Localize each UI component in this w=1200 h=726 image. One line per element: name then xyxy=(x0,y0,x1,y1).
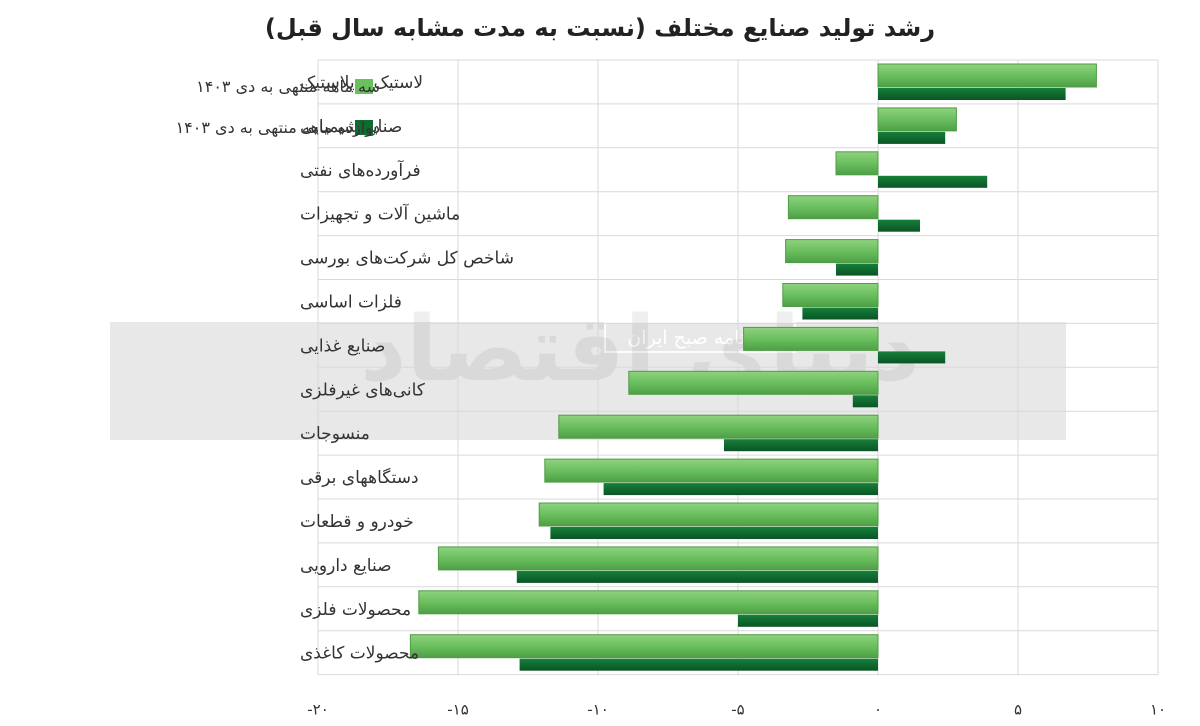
category-label-8: منسوجات xyxy=(300,424,370,444)
category-label-4: شاخص کل شرکت‌های بورسی xyxy=(300,249,514,269)
category-label-1: صنایع شیمیایی xyxy=(300,117,402,137)
x-tick-label-3: -۵ xyxy=(731,701,744,719)
category-label-2: فرآورده‌های نفتی xyxy=(300,159,421,181)
bars xyxy=(409,63,1097,671)
bar-series2-11 xyxy=(516,570,878,583)
bar-series1-12 xyxy=(418,590,879,615)
category-label-3: ماشین آلات و تجهیزات xyxy=(300,203,460,225)
x-tick-label-2: -۱۰ xyxy=(587,701,609,719)
chart-title: رشد تولید صنایع مختلف (نسبت به مدت مشابه… xyxy=(264,14,936,42)
bar-series2-2 xyxy=(878,175,988,188)
category-label-12: محصولات فلزی xyxy=(300,600,411,620)
category-label-5: فلزات اساسی xyxy=(300,292,402,312)
bar-series2-12 xyxy=(738,614,878,627)
legend-label-0: سه ماهه منتهی به دی ۱۴۰۳ xyxy=(196,77,380,97)
bar-series2-0 xyxy=(878,88,1066,100)
x-axis-ticks: -۲۰ -۱۵ -۱۰ -۵ ۰ ۵ ۱۰ xyxy=(307,701,1166,719)
bar-series1-2 xyxy=(835,151,879,176)
x-tick-label-4: ۰ xyxy=(874,701,882,719)
bar-series2-1 xyxy=(878,131,946,144)
bar-series1-11 xyxy=(437,546,879,571)
category-label-9: دستگاههای برقی xyxy=(300,467,419,488)
bar-series1-6 xyxy=(743,326,879,351)
bar-series2-13 xyxy=(519,658,878,671)
x-tick-label-0: -۲۰ xyxy=(307,701,329,719)
category-label-11: صنایع دارویی xyxy=(300,556,392,576)
bar-series1-13 xyxy=(409,634,879,659)
legend: سه ماهه منتهی به دی ۱۴۰۳ دوازده ماهه منته… xyxy=(176,77,380,138)
bar-series2-10 xyxy=(550,527,878,539)
bar-series1-1 xyxy=(877,107,957,132)
x-tick-label-5: ۵ xyxy=(1014,701,1022,719)
category-label-13: محصولات کاغذی xyxy=(300,644,419,664)
bar-series2-3 xyxy=(878,219,920,232)
legend-label-1: دوازده ماهه منتهی به دی ۱۴۰۳ xyxy=(176,118,380,138)
legend-swatch-0 xyxy=(355,79,373,94)
bar-series1-8 xyxy=(558,414,879,439)
legend-swatch-1 xyxy=(355,120,373,135)
bar-series2-5 xyxy=(802,307,878,320)
category-label-6: صنایع غذایی xyxy=(300,336,385,356)
bar-series1-9 xyxy=(544,458,879,483)
bar-series1-7 xyxy=(628,370,879,395)
bar-series1-10 xyxy=(538,502,879,527)
gridlines xyxy=(317,59,1159,676)
x-tick-label-6: ۱۰ xyxy=(1150,701,1166,719)
bar-series2-8 xyxy=(724,439,878,452)
x-tick-label-1: -۱۵ xyxy=(447,701,469,719)
bar-series2-4 xyxy=(836,263,878,276)
bar-series1-0 xyxy=(877,63,1097,88)
bar-series1-5 xyxy=(782,283,879,307)
bar-series2-9 xyxy=(603,483,878,496)
category-label-7: کانی‌های غیرفلزی xyxy=(300,380,426,400)
watermark-text: روزنامه صبح ایران xyxy=(627,327,772,349)
bar-series1-3 xyxy=(787,195,879,220)
bar-series1-4 xyxy=(785,239,879,264)
bar-series2-7 xyxy=(852,395,878,408)
category-label-10: خودرو و قطعات xyxy=(300,512,414,532)
bar-series2-6 xyxy=(878,351,946,364)
